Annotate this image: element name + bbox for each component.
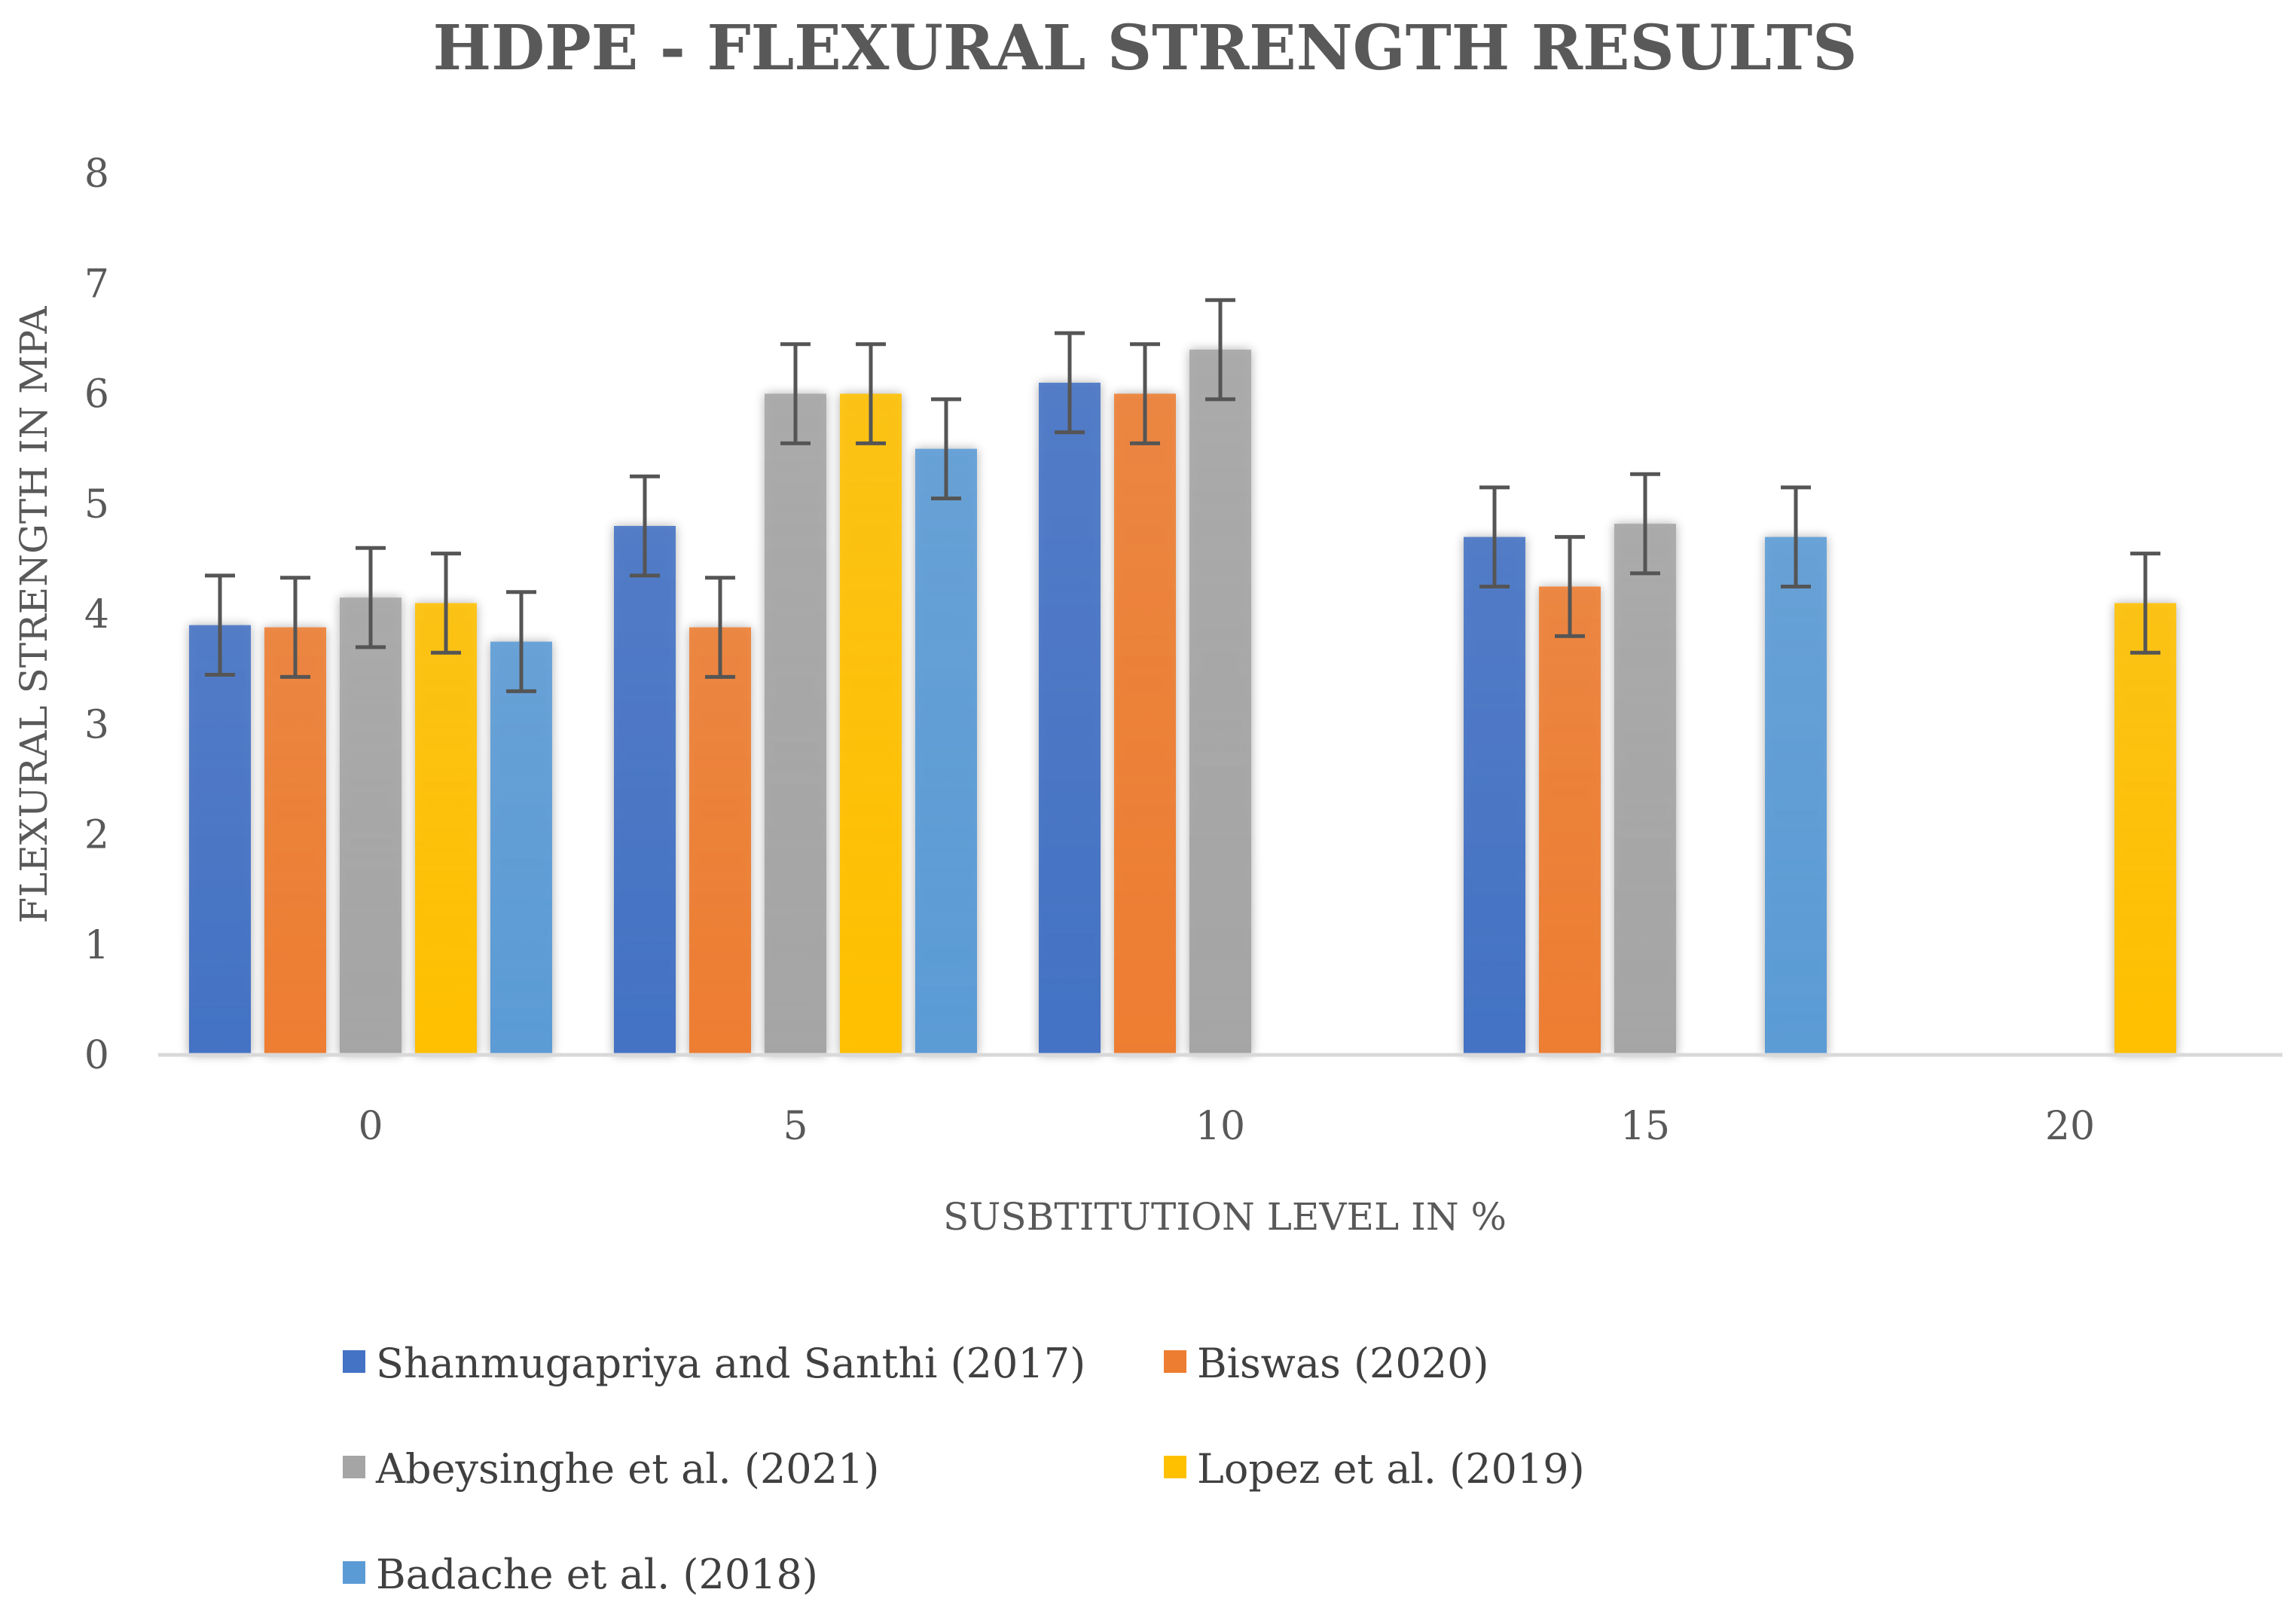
legend-swatch [343, 1350, 365, 1373]
bar-5-3 [765, 393, 826, 1055]
bar-0-3 [340, 598, 401, 1055]
y-tick-label: 7 [84, 261, 109, 307]
x-tick-label: 20 [2045, 1104, 2095, 1149]
legend: Shanmugapriya and Santhi (2017) Biswas (2… [343, 1340, 1585, 1598]
x-tick-label: 10 [1195, 1104, 1245, 1149]
x-axis-label: SUSBTITUTION LEVEL IN % [943, 1195, 1507, 1239]
bar-5-4 [840, 393, 902, 1055]
legend-label: Shanmugapriya and Santhi (2017) [376, 1340, 1085, 1387]
bar-5-5 [915, 448, 977, 1055]
y-tick-label: 3 [84, 702, 109, 747]
y-tick-label: 0 [84, 1033, 109, 1078]
bar-15-5 [1765, 536, 1827, 1055]
legend-label: Biswas (2020) [1197, 1340, 1489, 1387]
bar-15-1 [1464, 536, 1525, 1055]
x-tick-label: 5 [783, 1104, 808, 1149]
legend-item: Badache et al. (2018) [343, 1551, 818, 1598]
legend-item: Shanmugapriya and Santhi (2017) [343, 1340, 1085, 1387]
error-bar [431, 552, 461, 655]
y-tick-label: 1 [84, 923, 109, 968]
error-bar [856, 342, 886, 445]
y-tick-label: 8 [84, 151, 109, 197]
x-tick-label: 15 [1620, 1104, 1670, 1149]
bar-0-4 [415, 603, 477, 1055]
error-bar [705, 576, 735, 679]
bar-15-3 [1614, 524, 1676, 1055]
legend-item: Lopez et al. (2019) [1164, 1445, 1585, 1493]
error-bar [1130, 342, 1160, 445]
legend-label: Lopez et al. (2019) [1197, 1445, 1585, 1493]
error-bar [356, 546, 386, 650]
error-bar [280, 576, 310, 679]
error-bar [2130, 552, 2160, 655]
legend-swatch [1164, 1350, 1186, 1373]
error-bar [506, 590, 536, 693]
y-tick-label: 2 [84, 813, 109, 858]
error-bar [1479, 485, 1510, 588]
y-tick-label: 4 [84, 592, 109, 637]
error-bar [931, 397, 961, 500]
bar-0-2 [264, 627, 326, 1055]
y-tick-label: 6 [84, 372, 109, 417]
error-bar [1055, 331, 1085, 435]
error-bar [780, 342, 811, 445]
error-bar [1205, 298, 1235, 402]
bar-20-4 [2114, 603, 2176, 1055]
y-axis-ticks: 0 1 2 3 4 5 6 7 8 [84, 151, 109, 1078]
legend-swatch [343, 1561, 365, 1584]
bars [189, 298, 2176, 1055]
error-bar [1555, 535, 1585, 638]
legend-label: Abeysinghe et al. (2021) [375, 1445, 879, 1493]
legend-item: Abeysinghe et al. (2021) [343, 1445, 879, 1493]
bar-15-2 [1539, 586, 1601, 1055]
error-bar [205, 573, 235, 677]
bar-0-5 [490, 641, 552, 1055]
bar-10-2 [1114, 393, 1176, 1055]
legend-swatch [1164, 1456, 1186, 1478]
y-axis-label: FLEXURAL STRENGTH IN MPA [12, 306, 56, 924]
bar-5-2 [689, 627, 751, 1055]
chart-title: HDPE - FLEXURAL STRENGTH RESULTS [433, 12, 1858, 84]
bar-0-1 [189, 625, 251, 1055]
y-tick-label: 5 [84, 482, 109, 527]
error-bar [1630, 472, 1660, 576]
legend-swatch [343, 1456, 365, 1478]
x-tick-label: 0 [358, 1104, 383, 1149]
bar-10-3 [1189, 350, 1251, 1055]
x-axis-ticks: 0 5 10 15 20 [358, 1104, 2095, 1149]
bar-5-1 [614, 526, 676, 1055]
bar-10-1 [1039, 382, 1101, 1055]
error-bar [1781, 485, 1811, 588]
error-bar [630, 474, 660, 578]
legend-item: Biswas (2020) [1164, 1340, 1489, 1387]
legend-label: Badache et al. (2018) [376, 1551, 818, 1598]
